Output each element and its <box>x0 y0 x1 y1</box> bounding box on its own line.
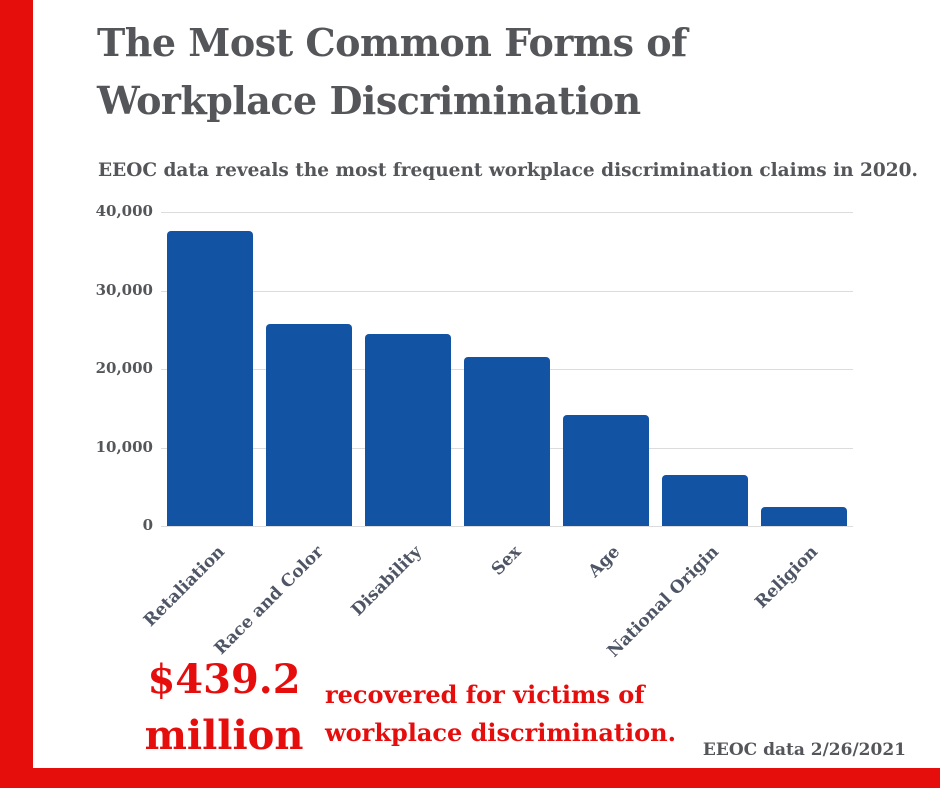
highlight-amount: $439.2 million <box>138 652 310 764</box>
gridline <box>161 212 853 213</box>
page-subtitle: EEOC data reveals the most frequent work… <box>98 160 918 181</box>
bar-religion <box>760 507 847 526</box>
bar-sex <box>464 357 550 526</box>
highlight-description: recovered for victims of workplace discr… <box>325 680 676 747</box>
y-axis-tick-label: 30,000 <box>95 280 153 299</box>
y-axis-tick-label: 0 <box>142 516 153 534</box>
left-red-stripe <box>0 0 33 788</box>
gridline <box>161 290 853 292</box>
bar-disability <box>365 334 452 526</box>
bar-age <box>562 414 649 526</box>
y-axis-tick-label: 40,000 <box>95 202 153 220</box>
x-axis-category-label: Retaliation <box>139 542 229 631</box>
bar-national-origin <box>661 474 748 526</box>
x-axis-category-label: National Origin <box>603 542 723 662</box>
bar-race-and-color <box>266 324 353 526</box>
gridline <box>161 526 853 527</box>
bar-chart: 0 10,000 20,000 30,000 40,000 Retaliation Race… <box>95 198 855 670</box>
highlight-amount-unit: million <box>144 712 304 759</box>
page-title: The Most Common Forms of Workplace Discr… <box>97 20 687 123</box>
highlight-amount-value: $439.2 <box>147 656 301 703</box>
x-axis-category-label: Age <box>584 542 625 582</box>
bar-retaliation <box>167 230 254 526</box>
x-axis-category-label: Religion <box>751 542 822 613</box>
bottom-red-stripe <box>0 768 940 788</box>
y-axis-tick-label: 10,000 <box>95 437 153 456</box>
x-axis-category-label: Disability <box>347 542 427 621</box>
y-axis-tick-label: 20,000 <box>95 359 153 377</box>
source-note: EEOC data 2/26/2021 <box>702 740 906 760</box>
x-axis-category-label: Race and Color <box>210 542 328 659</box>
x-axis-category-label: Sex <box>487 542 526 580</box>
